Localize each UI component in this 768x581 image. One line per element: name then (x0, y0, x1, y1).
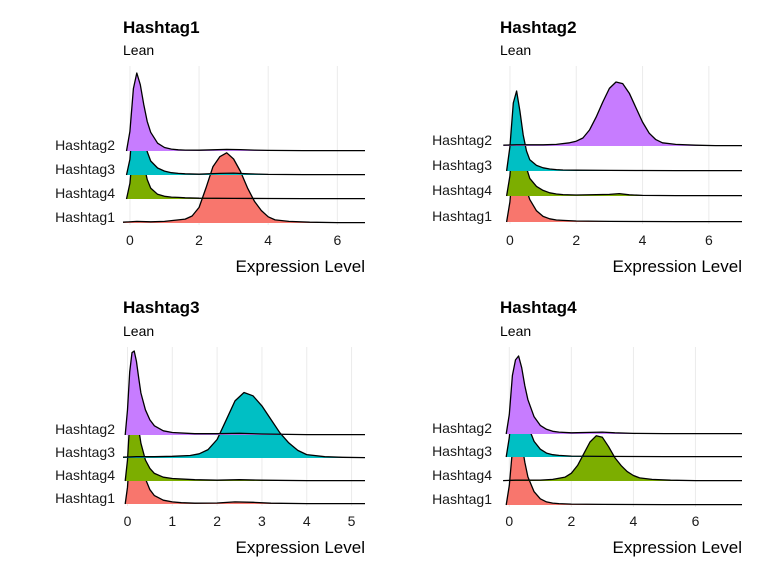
x-axis-label: Expression Level (236, 538, 365, 557)
x-tick-label-2: 2 (567, 513, 575, 529)
x-tick-label-2: 2 (195, 232, 203, 248)
ridge-outline-hashtag3 (122, 391, 366, 459)
y-tick-label-hashtag4: Hashtag4 (55, 185, 115, 201)
ridge-outline-hashtag2 (124, 350, 365, 436)
ridge-fill-hashtag1 (123, 152, 365, 223)
y-tick-label-hashtag3: Hashtag3 (432, 157, 492, 173)
ridge-outline-hashtag1 (505, 426, 742, 506)
y-tick-label-hashtag4: Hashtag4 (432, 182, 492, 198)
ridge-fill-hashtag3 (506, 91, 742, 171)
x-tick-label-4: 4 (639, 232, 647, 248)
panel-title: Hashtag4 (500, 298, 577, 317)
y-tick-label-hashtag1: Hashtag1 (432, 491, 492, 507)
ridge-fill-hashtag4 (506, 116, 742, 196)
panel-title: Hashtag2 (500, 18, 577, 37)
x-tick-label-2: 2 (572, 232, 580, 248)
ridge-outline-hashtag2 (503, 81, 742, 147)
panel-subtitle: Lean (123, 323, 154, 339)
y-tick-label-hashtag1: Hashtag1 (55, 209, 115, 225)
ridge-outline-hashtag3 (505, 90, 742, 172)
y-tick-label-hashtag1: Hashtag1 (55, 490, 115, 506)
ridge-fill-hashtag4 (126, 121, 365, 199)
ridge-fill-hashtag1 (125, 420, 365, 504)
x-tick-label-4: 4 (630, 513, 638, 529)
panel-title: Hashtag1 (123, 18, 200, 37)
x-tick-label-2: 2 (213, 513, 221, 529)
x-tick-label-3: 3 (258, 513, 266, 529)
y-tick-label-hashtag2: Hashtag2 (432, 132, 492, 148)
y-tick-label-hashtag3: Hashtag3 (55, 161, 115, 177)
ridge-fill-hashtag3 (123, 392, 365, 458)
ridge-outline-hashtag1 (122, 152, 365, 224)
y-tick-label-hashtag4: Hashtag4 (432, 467, 492, 483)
ridge-fill-hashtag4 (125, 397, 365, 481)
x-axis-label: Expression Level (613, 257, 742, 276)
panel-hashtag3: Hashtag3 Lean Hashtag2 Hashtag3 Hashtag4 Hash… (55, 298, 366, 557)
x-tick-label-4: 4 (264, 232, 272, 248)
ridge-outline-hashtag1 (505, 141, 742, 223)
ridge-fill-hashtag4 (503, 435, 742, 481)
x-tick-label-0: 0 (124, 513, 132, 529)
y-tick-label-hashtag1: Hashtag1 (432, 208, 492, 224)
panel-hashtag4: Hashtag4 Lean Hashtag2 Hashtag3 Hashtag4 Hash… (432, 298, 742, 557)
panel-title: Hashtag3 (123, 298, 200, 317)
panel-hashtag1: Hashtag1 Lean Hashtag2 Hashtag3 Hashtag4 Hash… (55, 18, 365, 276)
x-axis-label: Expression Level (613, 538, 742, 557)
y-tick-label-hashtag3: Hashtag3 (55, 444, 115, 460)
ridge-outline-hashtag3 (505, 378, 742, 458)
ridge-fill-hashtag3 (126, 97, 365, 175)
y-tick-label-hashtag3: Hashtag3 (432, 443, 492, 459)
x-tick-label-0: 0 (126, 232, 134, 248)
x-tick-label-0: 0 (505, 513, 513, 529)
panel-subtitle: Lean (500, 323, 531, 339)
x-axis-label: Expression Level (236, 257, 365, 276)
x-tick-label-6: 6 (333, 232, 341, 248)
x-tick-label-1: 1 (168, 513, 176, 529)
ridge-outline-hashtag3 (125, 96, 365, 176)
y-tick-label-hashtag2: Hashtag2 (55, 421, 115, 437)
ridge-fill-hashtag2 (506, 356, 742, 434)
ridge-fill-hashtag1 (506, 427, 742, 505)
ridge-fill-hashtag1 (506, 142, 742, 222)
ridge-outline-hashtag4 (503, 435, 742, 482)
panel-subtitle: Lean (500, 42, 531, 58)
x-tick-label-5: 5 (348, 513, 356, 529)
x-tick-label-4: 4 (303, 513, 311, 529)
ridge-fill-hashtag3 (506, 379, 742, 457)
y-tick-label-hashtag4: Hashtag4 (55, 467, 115, 483)
ridge-outline-hashtag2 (125, 72, 365, 152)
ridge-fill-hashtag2 (503, 82, 742, 146)
ridge-fill-hashtag2 (126, 73, 365, 151)
y-tick-label-hashtag2: Hashtag2 (432, 420, 492, 436)
ridge-outline-hashtag2 (505, 355, 742, 435)
ridge-fill-hashtag2 (125, 351, 365, 435)
panel-subtitle: Lean (123, 42, 154, 58)
y-tick-label-hashtag2: Hashtag2 (55, 137, 115, 153)
panel-hashtag2: Hashtag2 Lean Hashtag2 Hashtag3 Hashtag4 Hash… (432, 18, 742, 276)
x-tick-label-0: 0 (506, 232, 514, 248)
x-tick-label-6: 6 (692, 513, 700, 529)
x-tick-label-6: 6 (705, 232, 713, 248)
